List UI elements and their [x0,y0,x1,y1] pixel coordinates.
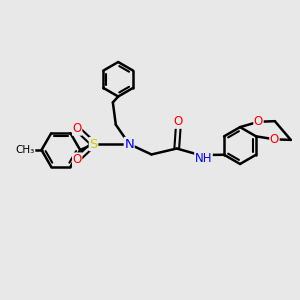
Text: O: O [73,153,82,166]
Text: NH: NH [195,152,212,165]
Text: O: O [254,115,263,128]
Text: O: O [73,122,82,135]
Text: S: S [89,138,98,151]
Text: N: N [124,138,134,151]
Text: O: O [270,133,279,146]
Text: O: O [174,115,183,128]
Text: CH₃: CH₃ [16,145,35,155]
